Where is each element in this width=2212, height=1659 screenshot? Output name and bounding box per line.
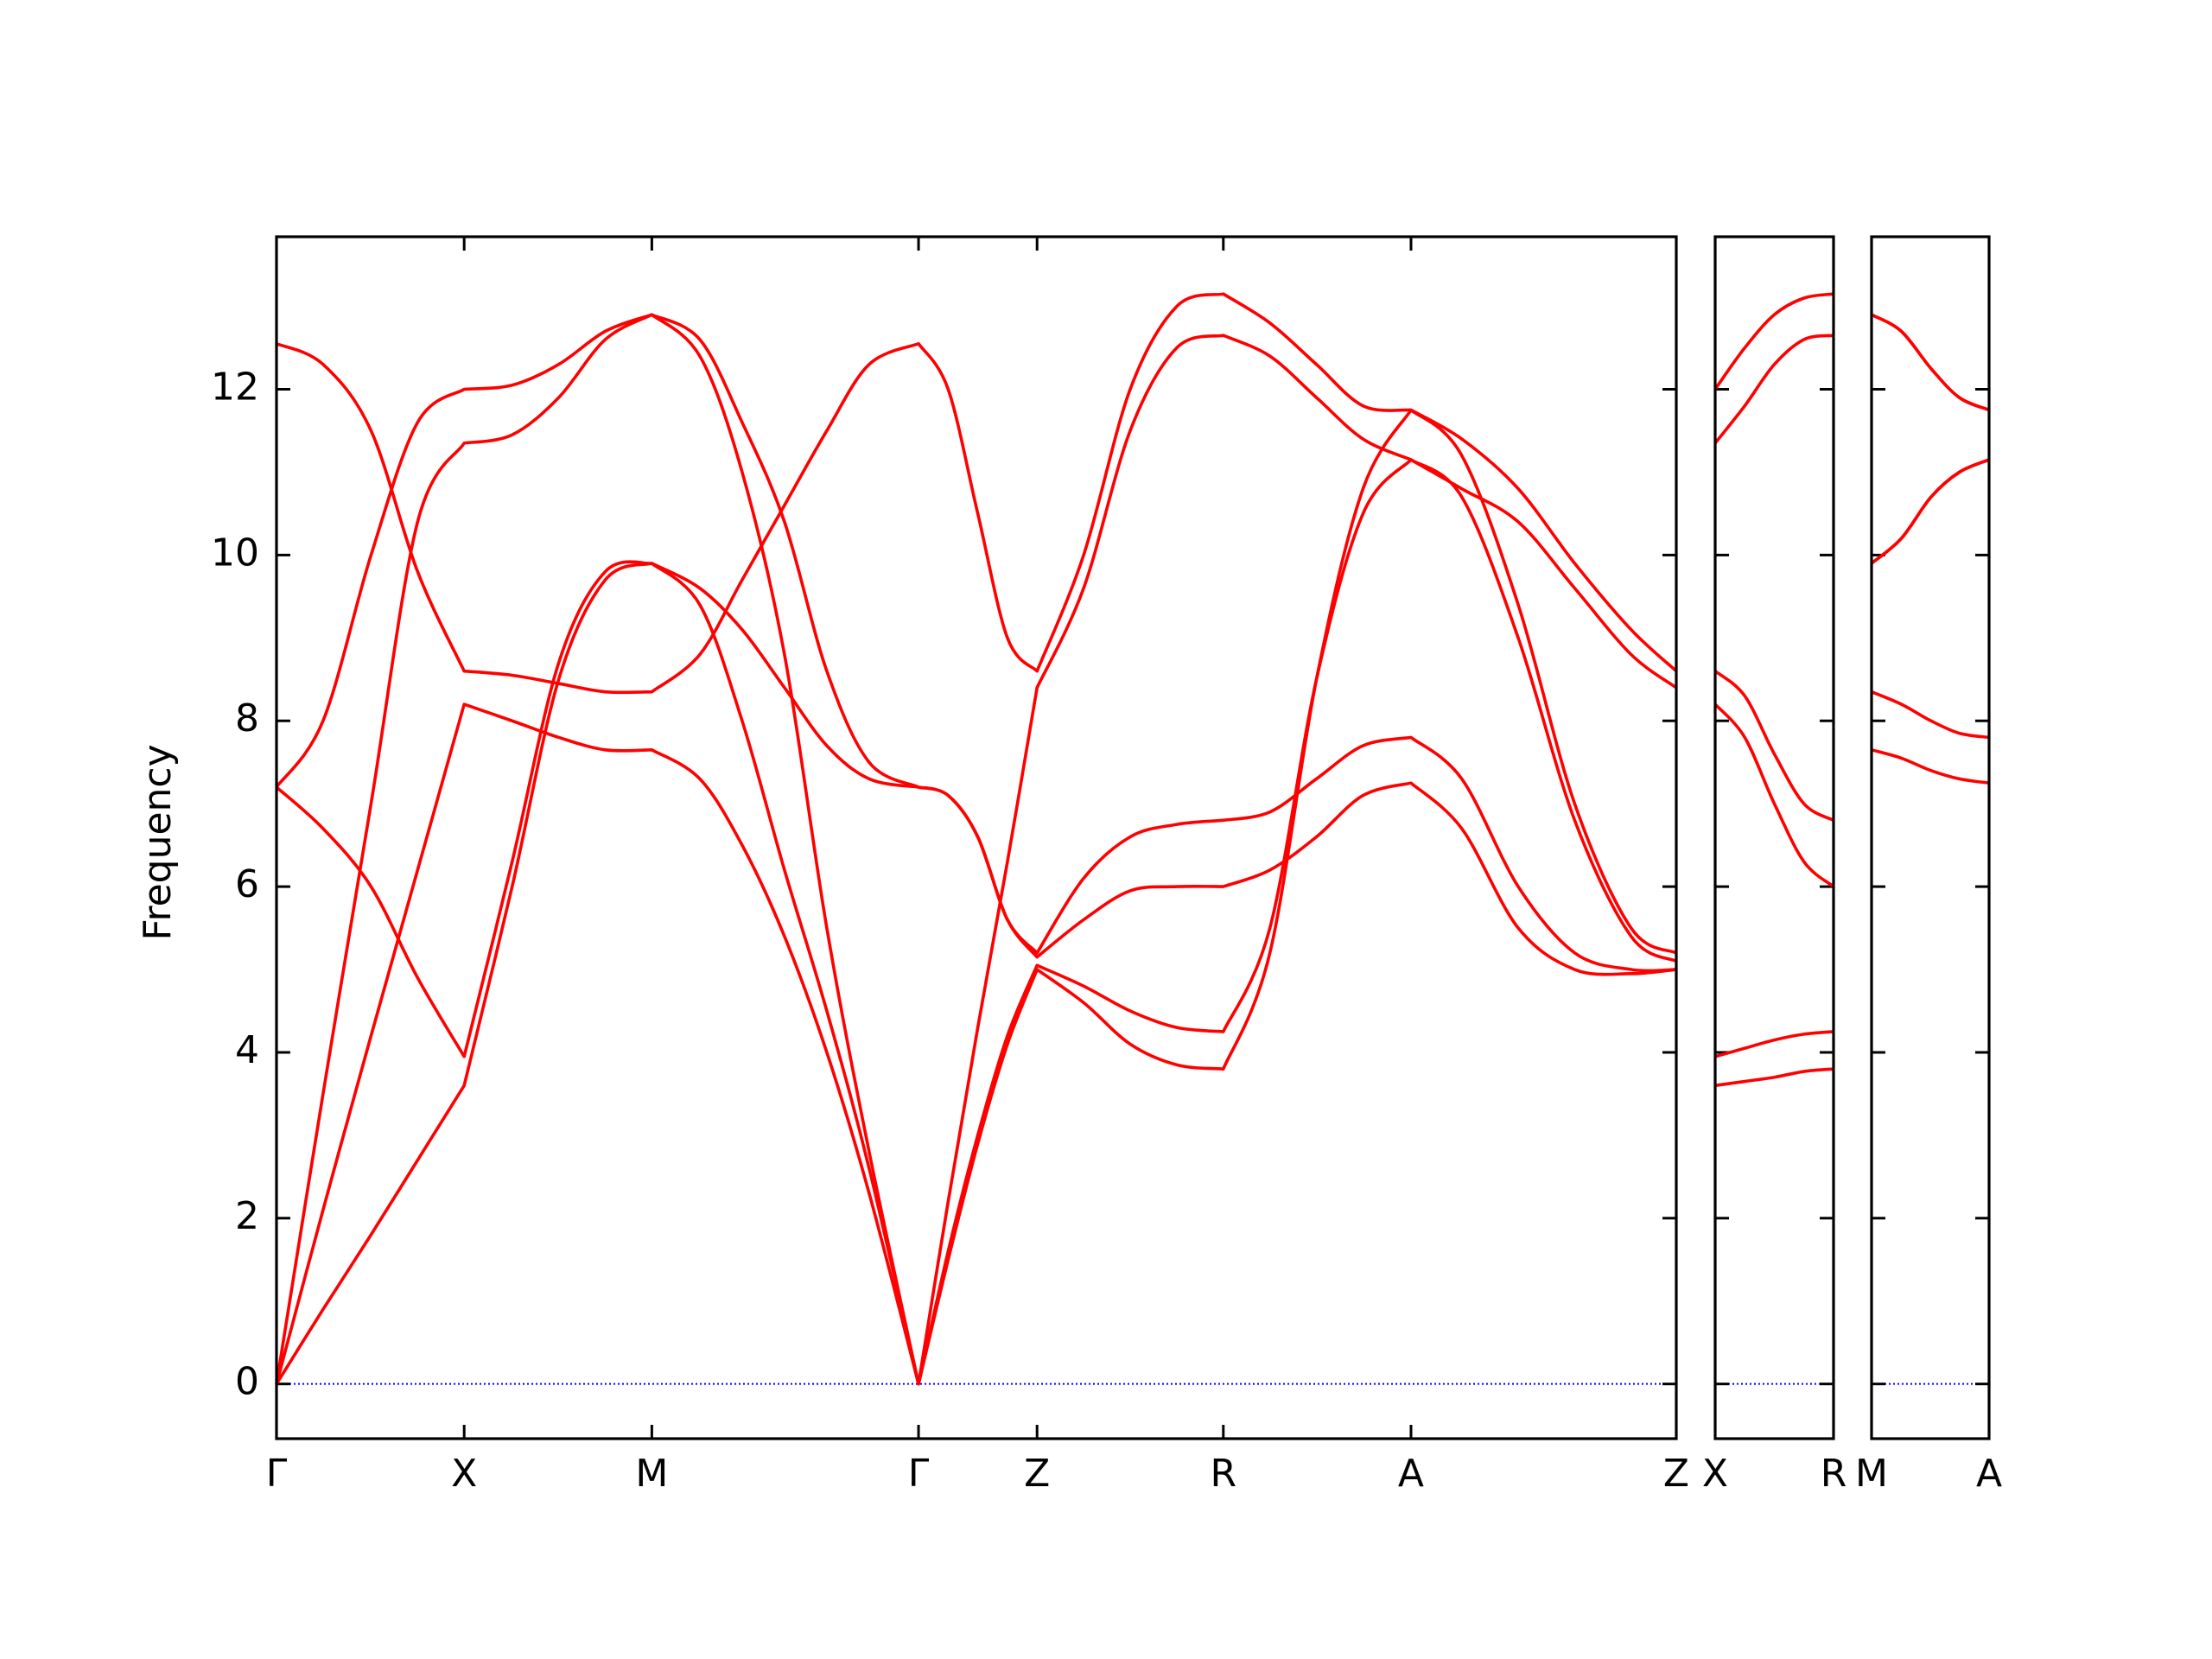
x-tick-label: M xyxy=(635,1452,668,1496)
band-line xyxy=(1871,690,1990,740)
y-tick-label: 8 xyxy=(235,696,259,741)
x-tick-label: X xyxy=(451,1452,477,1496)
y-axis-label: Frequency xyxy=(136,744,180,940)
band-line xyxy=(1714,1030,1834,1058)
band-line xyxy=(1714,1067,1834,1088)
band-line xyxy=(1713,334,1834,444)
band-line xyxy=(1713,702,1835,888)
band-line xyxy=(276,292,1678,695)
band-line xyxy=(1870,458,1990,565)
x-tick-label: A xyxy=(1398,1452,1424,1496)
band-line xyxy=(1713,292,1834,391)
plot-frame xyxy=(275,235,1678,1440)
y-tick-label: 2 xyxy=(235,1194,259,1238)
x-tick-label: Γ xyxy=(908,1452,930,1496)
x-tick-label: R xyxy=(1821,1452,1847,1496)
x-tick-label: Z xyxy=(1663,1452,1689,1496)
x-tick-label: X xyxy=(1702,1452,1728,1496)
x-tick-label: Z xyxy=(1024,1452,1050,1496)
x-tick-label: M xyxy=(1855,1452,1888,1496)
band-line xyxy=(1713,670,1834,822)
x-tick-label: Γ xyxy=(266,1452,288,1496)
x-tick-label: A xyxy=(1976,1452,2002,1496)
y-tick-label: 6 xyxy=(235,862,259,906)
plot-frame xyxy=(1713,235,1835,1440)
band-line xyxy=(275,313,1677,973)
y-tick-label: 0 xyxy=(235,1360,259,1404)
band-line xyxy=(1871,748,1990,785)
band-line xyxy=(1871,313,1990,412)
band-line xyxy=(275,313,1678,1386)
y-tick-label: 10 xyxy=(211,531,259,575)
plot-frame xyxy=(1870,235,1991,1440)
y-tick-label: 4 xyxy=(235,1028,259,1072)
x-tick-label: R xyxy=(1210,1452,1236,1496)
y-tick-label: 12 xyxy=(211,365,259,410)
